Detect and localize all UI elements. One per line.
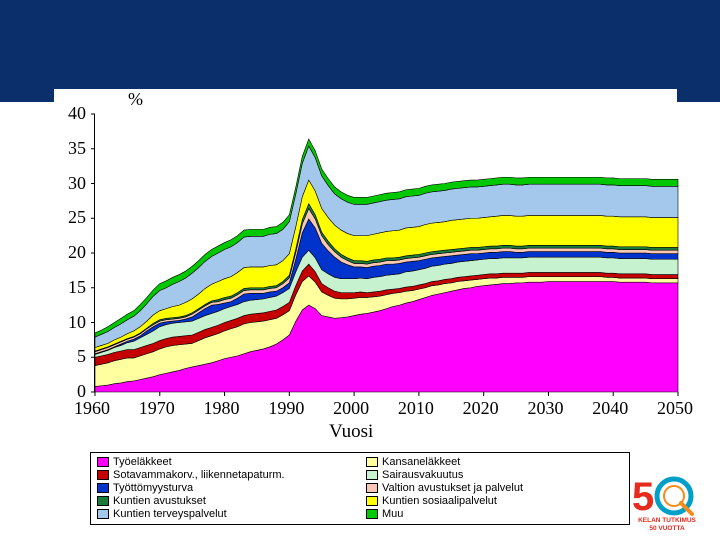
legend-swatch: [97, 457, 109, 467]
y-tick: 10: [68, 312, 86, 333]
legend-swatch: [366, 470, 378, 480]
legend-label: Kuntien terveyspalvelut: [113, 508, 227, 520]
legend-item-muu: Muu: [366, 508, 623, 520]
legend-swatch: [97, 470, 109, 480]
x-tick: 2040: [592, 398, 628, 419]
legend: Työeläkkeet Kansaneläkkeet Sotavammakorv.,…: [90, 452, 630, 525]
y-tick: 15: [68, 277, 86, 298]
x-tick: 2020: [463, 398, 499, 419]
x-tick: 1990: [268, 398, 304, 419]
header-banner: [0, 0, 720, 102]
chart-panel: % 0510152025303540 196019701980199020002…: [54, 89, 677, 449]
legend-item-sairaus: Sairausvakuutus: [366, 469, 623, 481]
y-unit-label: %: [128, 89, 143, 110]
legend-label: Työeläkkeet: [113, 456, 172, 468]
legend-item-tyottomyys: Työttömyysturva: [97, 482, 354, 494]
logo-text-2: 50 VUOTTA: [649, 525, 685, 532]
legend-label: Työttömyysturva: [113, 482, 193, 494]
legend-label: Kuntien sosiaalipalvelut: [382, 495, 497, 507]
x-tick: 1980: [204, 398, 240, 419]
y-tick: 20: [68, 242, 86, 263]
legend-label: Kuntien avustukset: [113, 495, 206, 507]
x-tick: 2010: [398, 398, 434, 419]
legend-item-kuntien_terv: Kuntien terveyspalvelut: [97, 508, 354, 520]
x-tick: 1970: [139, 398, 175, 419]
legend-item-tyoelakkeet: Työeläkkeet: [97, 456, 354, 468]
x-tick: 2000: [333, 398, 369, 419]
x-tick: 2030: [527, 398, 563, 419]
legend-swatch: [366, 496, 378, 506]
x-tick: 1960: [74, 398, 110, 419]
legend-label: Kansaneläkkeet: [382, 456, 460, 468]
legend-swatch: [97, 483, 109, 493]
legend-item-kansanelakkeet: Kansaneläkkeet: [366, 456, 623, 468]
x-tick: 2050: [657, 398, 693, 419]
legend-label: Valtion avustukset ja palvelut: [382, 482, 523, 494]
y-tick: 25: [68, 207, 86, 228]
y-tick: 35: [68, 138, 86, 159]
legend-label: Sotavammakorv., liikennetapaturm.: [113, 469, 285, 481]
y-tick: 5: [77, 346, 86, 367]
logo-text-1: KELAN TUTKIMUS: [638, 517, 696, 524]
logo-five: 5: [632, 475, 654, 519]
x-axis-title: Vuosi: [329, 421, 373, 443]
legend-item-sotavamma: Sotavammakorv., liikennetapaturm.: [97, 469, 354, 481]
legend-item-kuntien_av: Kuntien avustukset: [97, 495, 354, 507]
stacked-area-svg: [95, 114, 678, 392]
legend-swatch: [366, 509, 378, 519]
legend-swatch: [97, 496, 109, 506]
legend-swatch: [97, 509, 109, 519]
y-tick: 40: [68, 103, 86, 124]
legend-item-valtion: Valtion avustukset ja palvelut: [366, 482, 623, 494]
plot-area: [94, 114, 677, 392]
legend-swatch: [366, 457, 378, 467]
y-tick: 30: [68, 173, 86, 194]
legend-swatch: [366, 483, 378, 493]
legend-item-kuntien_sos: Kuntien sosiaalipalvelut: [366, 495, 623, 507]
legend-label: Muu: [382, 508, 403, 520]
kela-50-logo: 5 KELAN TUTKIMUS 50 VUOTTA: [628, 470, 706, 532]
legend-label: Sairausvakuutus: [382, 469, 463, 481]
